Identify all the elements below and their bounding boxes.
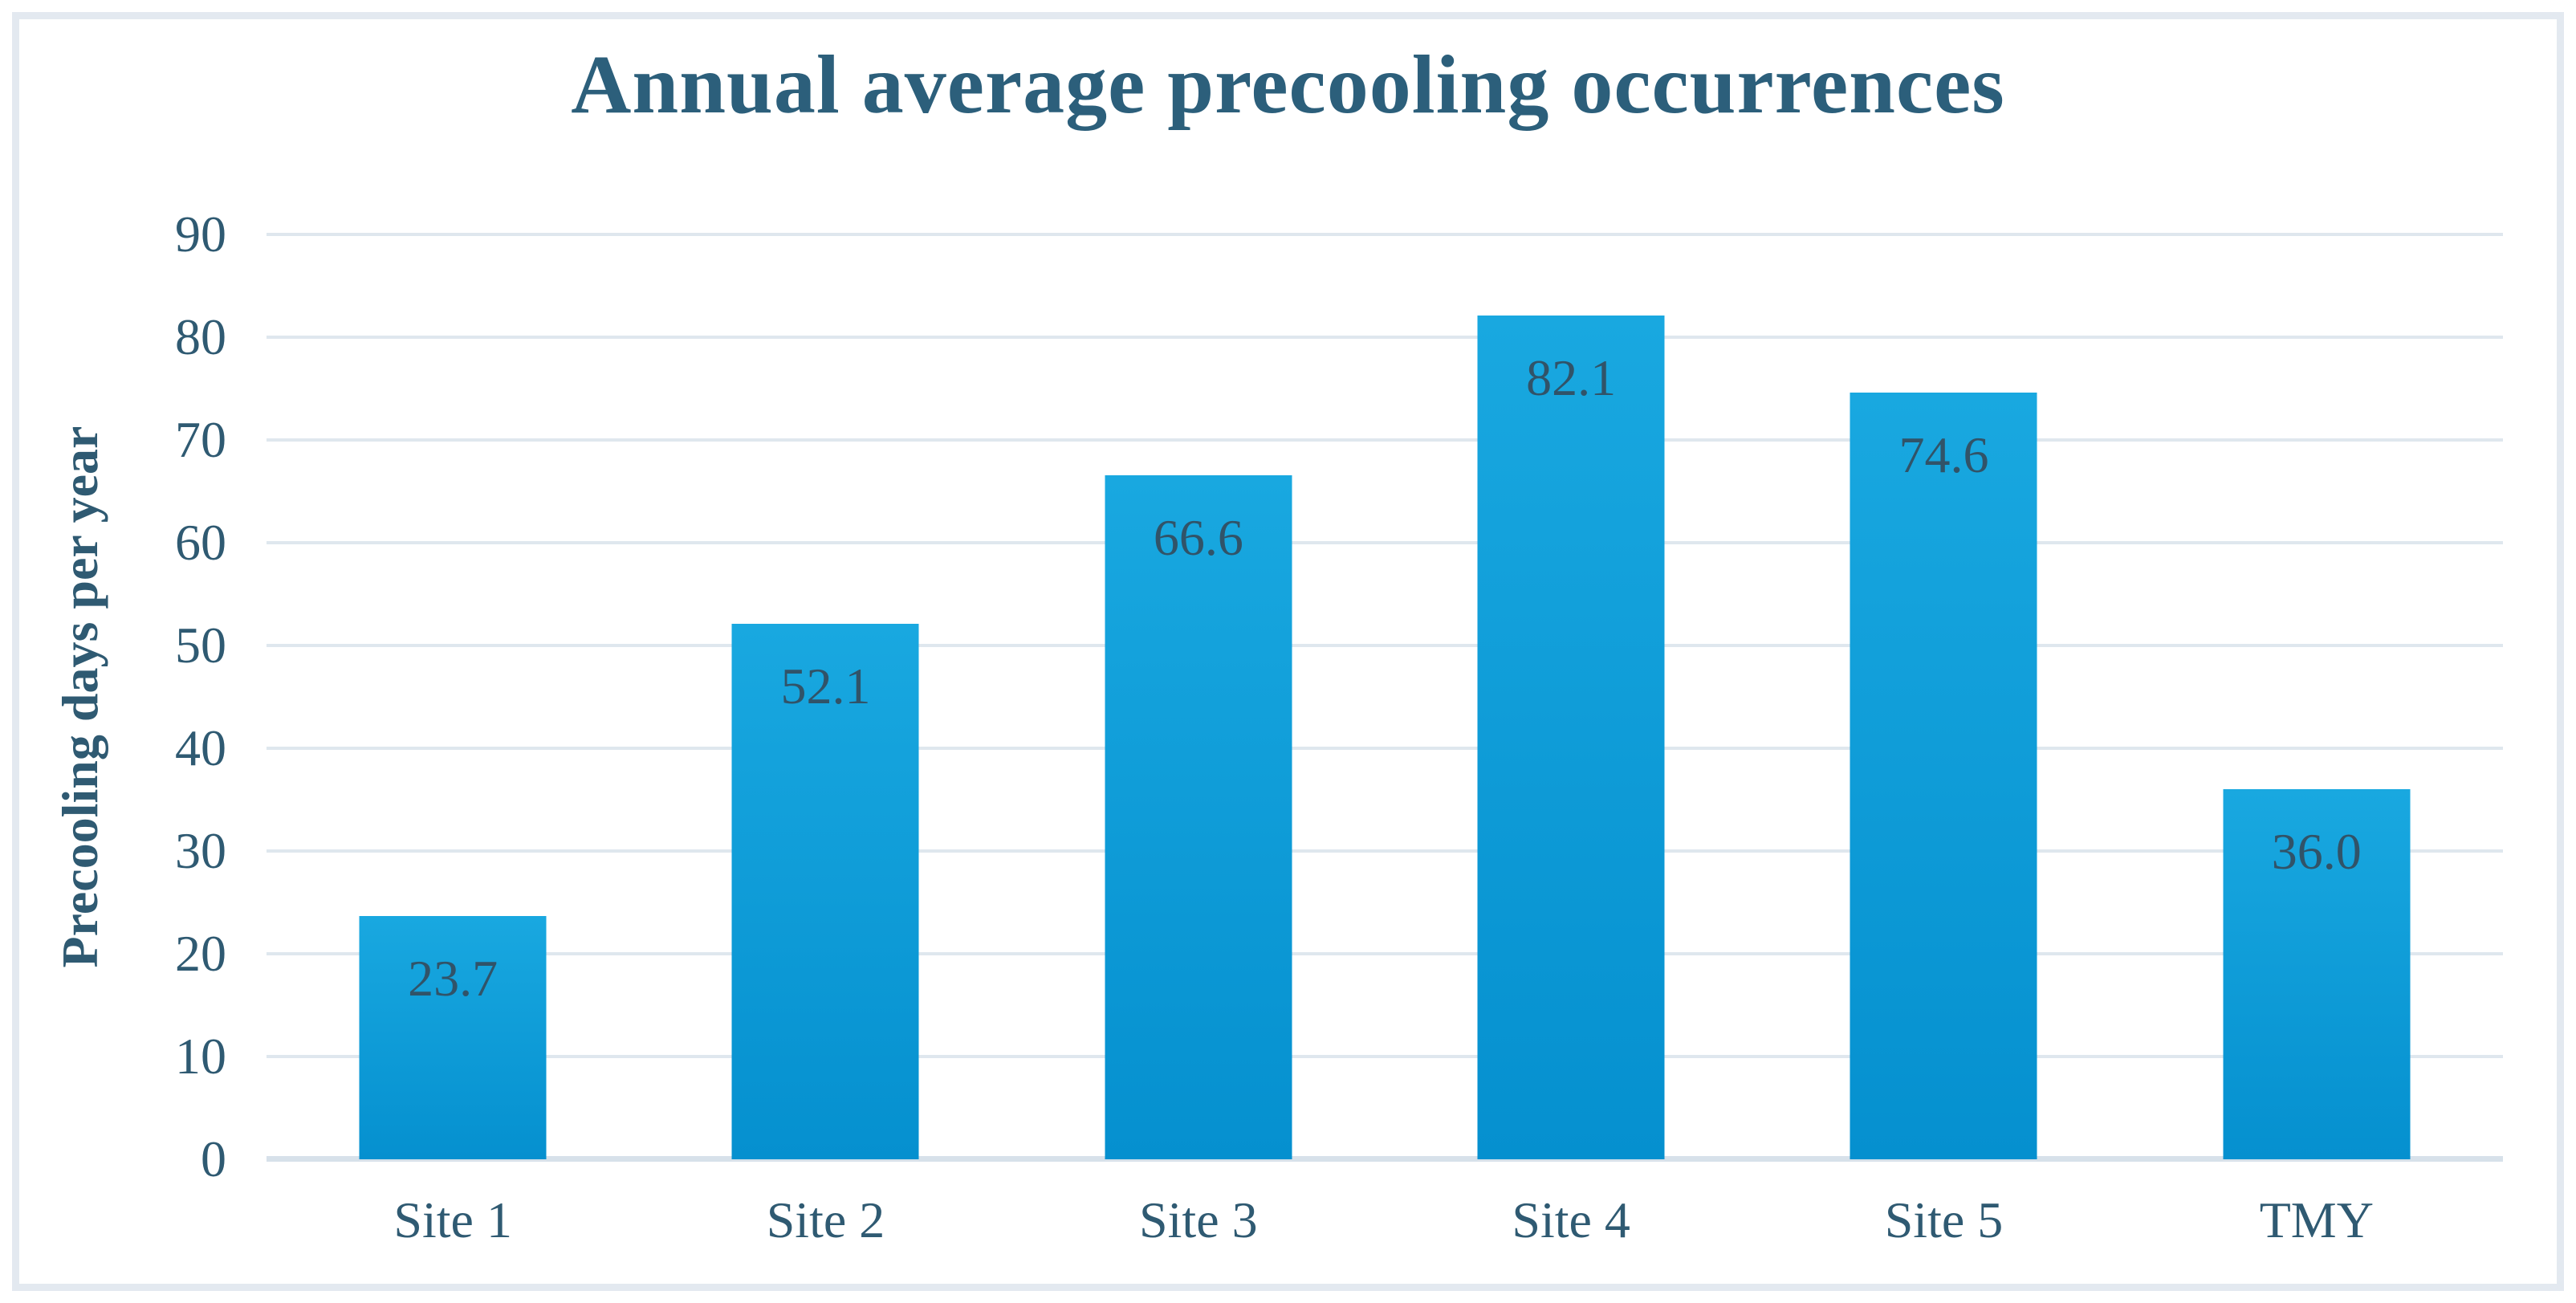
- bar-cell-site-5: 74.6: [1757, 234, 2130, 1159]
- y-axis-tick-labels: 0 10 20 30 40 50 60 70 80 90: [0, 0, 226, 1303]
- bar-site-1: 23.7: [359, 915, 547, 1159]
- bar-value-label: 52.1: [780, 658, 871, 715]
- y-tick-label-90: 90: [175, 206, 226, 263]
- gridline-80: [267, 336, 2503, 339]
- x-category-label-site-3: Site 3: [1139, 1191, 1258, 1248]
- x-axis-category-labels: Site 1 Site 2 Site 3 Site 4 Site 5 TMY: [267, 1195, 2503, 1246]
- bar-site-5: 74.6: [1850, 393, 2037, 1159]
- y-tick-label-80: 80: [175, 308, 226, 365]
- y-tick-label-30: 30: [175, 822, 226, 879]
- x-category-label-tmy: TMY: [2259, 1191, 2374, 1248]
- bar-site-2: 52.1: [731, 624, 919, 1159]
- gridline-60: [267, 541, 2503, 544]
- x-category-label-site-1: Site 1: [393, 1191, 512, 1248]
- y-tick-label-10: 10: [175, 1028, 226, 1085]
- bar-cell-site-4: 82.1: [1385, 234, 1757, 1159]
- x-axis-line: [267, 1156, 2503, 1162]
- bar-site-3: 66.6: [1105, 474, 1292, 1159]
- gridline-40: [267, 747, 2503, 750]
- bar-cell-site-1: 23.7: [267, 234, 639, 1159]
- bar-value-label: 74.6: [1898, 426, 1989, 484]
- gridline-30: [267, 849, 2503, 853]
- y-tick-label-50: 50: [175, 617, 226, 674]
- bar-cell-site-2: 52.1: [639, 234, 1011, 1159]
- y-tick-label-40: 40: [175, 719, 226, 776]
- x-category-label-site-4: Site 4: [1512, 1191, 1630, 1248]
- x-category-label-site-5: Site 5: [1884, 1191, 2004, 1248]
- gridline-50: [267, 644, 2503, 647]
- y-tick-label-0: 0: [201, 1130, 226, 1187]
- bar-cell-tmy: 36.0: [2130, 234, 2503, 1159]
- bar-site-4: 82.1: [1477, 316, 1665, 1159]
- bar-value-label: 66.6: [1153, 508, 1243, 566]
- gridline-90: [267, 233, 2503, 236]
- y-tick-label-20: 20: [175, 925, 226, 982]
- chart-title: Annual average precooling occurrences: [571, 39, 2005, 131]
- bars-layer: 23.7 52.1 66.6 82.1 74.6 36.0: [267, 234, 2503, 1159]
- bar-cell-site-3: 66.6: [1012, 234, 1385, 1159]
- bar-value-label: 23.7: [408, 949, 499, 1007]
- bar-value-label: 36.0: [2271, 823, 2362, 881]
- y-tick-label-60: 60: [175, 514, 226, 571]
- y-tick-label-70: 70: [175, 411, 226, 468]
- bar-tmy: 36.0: [2223, 789, 2411, 1159]
- gridline-70: [267, 438, 2503, 442]
- bar-value-label: 82.1: [1526, 349, 1617, 407]
- gridline-10: [267, 1055, 2503, 1058]
- x-category-label-site-2: Site 2: [766, 1191, 885, 1248]
- gridline-20: [267, 952, 2503, 955]
- plot-area: 23.7 52.1 66.6 82.1 74.6 36.0: [267, 233, 2503, 1162]
